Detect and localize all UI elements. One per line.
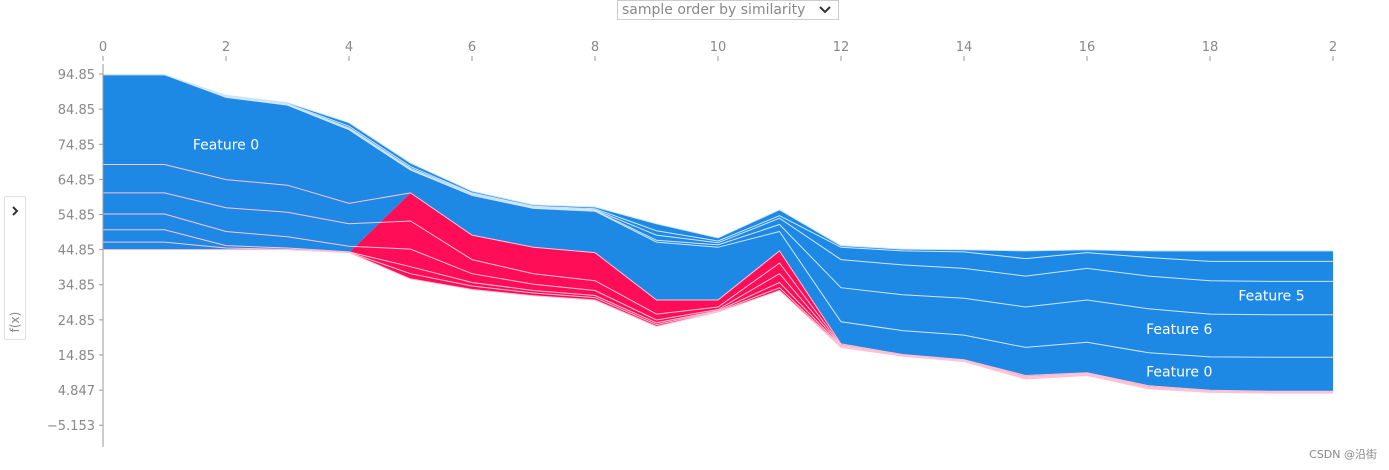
x-tick-label: 2 bbox=[1329, 40, 1337, 55]
x-tick-label: 18 bbox=[1202, 40, 1219, 55]
chevron-down-icon bbox=[819, 6, 831, 14]
y-tick-label: 74.85 bbox=[58, 138, 95, 153]
feature-label: Feature 6 bbox=[1146, 322, 1212, 338]
negative-feature-boundary-1 bbox=[103, 74, 1333, 282]
x-tick-label: 12 bbox=[833, 40, 850, 55]
y-tick-label: −5.153 bbox=[47, 419, 95, 434]
dropdown-selected-value: sample order by similarity bbox=[622, 2, 806, 18]
feature-label: Feature 5 bbox=[1238, 288, 1304, 304]
y-tick-label: 4.847 bbox=[58, 384, 95, 399]
positive-effect-area bbox=[103, 192, 1333, 394]
y-axis-toggle-panel[interactable]: f(x) bbox=[4, 196, 26, 340]
feature-label: Feature 0 bbox=[193, 137, 259, 153]
negative-feature-boundary-3 bbox=[103, 74, 1333, 358]
x-tick-label: 8 bbox=[591, 40, 599, 55]
chevron-right-icon bbox=[12, 206, 19, 216]
negative-effect-area bbox=[103, 74, 1333, 392]
feature-label: Feature 0 bbox=[1146, 364, 1212, 380]
y-tick-label: 84.85 bbox=[58, 103, 95, 118]
positive-feature-boundary-2 bbox=[103, 213, 1333, 393]
x-tick-label: 16 bbox=[1079, 40, 1096, 55]
sample-order-dropdown[interactable]: sample order by similarity bbox=[617, 0, 839, 20]
y-tick-label: 94.85 bbox=[58, 68, 95, 83]
x-tick-label: 6 bbox=[468, 40, 476, 55]
y-tick-label: 54.85 bbox=[58, 209, 95, 224]
y-tick-label: 64.85 bbox=[58, 173, 95, 188]
x-tick-label: 2 bbox=[222, 40, 230, 55]
positive-feature-boundary-0 bbox=[103, 164, 1333, 392]
watermark: CSDN @沿街 bbox=[1309, 448, 1377, 461]
upper-edge-line bbox=[103, 74, 1333, 252]
x-tick-label: 14 bbox=[956, 40, 973, 55]
x-tick-label: 0 bbox=[99, 40, 107, 55]
negative-feature-boundary-0 bbox=[103, 74, 1333, 262]
y-tick-label: 24.85 bbox=[58, 314, 95, 329]
y-tick-label: 34.85 bbox=[58, 279, 95, 294]
positive-feature-boundary-1 bbox=[103, 192, 1333, 393]
y-tick-label: 14.85 bbox=[58, 349, 95, 364]
x-tick-label: 10 bbox=[710, 40, 727, 55]
x-tick-label: 4 bbox=[345, 40, 353, 55]
lower-edge-line bbox=[103, 249, 1333, 394]
y-tick-label: 44.85 bbox=[58, 244, 95, 259]
